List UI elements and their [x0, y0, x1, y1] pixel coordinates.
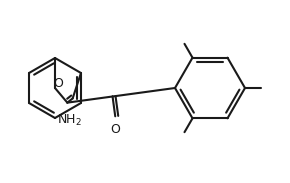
Text: O: O — [53, 76, 63, 89]
Text: NH$_2$: NH$_2$ — [57, 112, 82, 128]
Text: O: O — [110, 123, 120, 136]
